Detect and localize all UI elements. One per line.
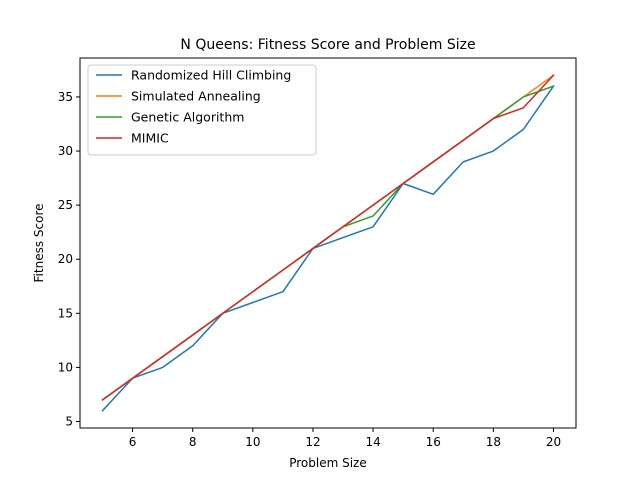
plot-area-frame	[79, 57, 577, 429]
x-tick-label: 8	[189, 435, 197, 449]
y-tick-label: 25	[58, 198, 73, 212]
series-line-0	[101, 85, 555, 412]
chart-title: N Queens: Fitness Score and Problem Size	[180, 37, 475, 53]
x-tick-label: 6	[129, 435, 137, 449]
x-tick-label: 12	[305, 435, 320, 449]
y-axis-label: Fitness Score	[32, 204, 46, 283]
series-line-3	[101, 74, 555, 401]
x-tick-label: 18	[486, 435, 501, 449]
y-tick-label: 20	[58, 252, 73, 266]
legend-box	[87, 64, 317, 156]
y-tick-label: 35	[58, 90, 73, 104]
x-tick-label: 16	[426, 435, 441, 449]
series-lines	[101, 74, 555, 412]
legend-label-0: Randomized Hill Climbing	[131, 68, 291, 83]
x-axis-label: Problem Size	[289, 456, 367, 470]
legend-label-2: Genetic Algorithm	[131, 110, 244, 125]
legend-label-3: MIMIC	[131, 131, 169, 146]
legend: Randomized Hill Climbing Simulated Anneal…	[87, 64, 317, 156]
y-tick-label: 15	[58, 306, 73, 320]
x-axis-ticks: 6 8 10 12 14 16 18 20	[129, 428, 561, 449]
x-tick-label: 10	[245, 435, 260, 449]
x-tick-label: 14	[365, 435, 380, 449]
legend-label-1: Simulated Annealing	[131, 89, 261, 104]
y-tick-label: 30	[58, 144, 73, 158]
x-tick-label: 20	[546, 435, 561, 449]
y-tick-label: 5	[65, 415, 73, 429]
y-tick-label: 10	[58, 360, 73, 374]
y-axis-ticks: 5 10 15 20 25 30 35	[58, 90, 80, 429]
